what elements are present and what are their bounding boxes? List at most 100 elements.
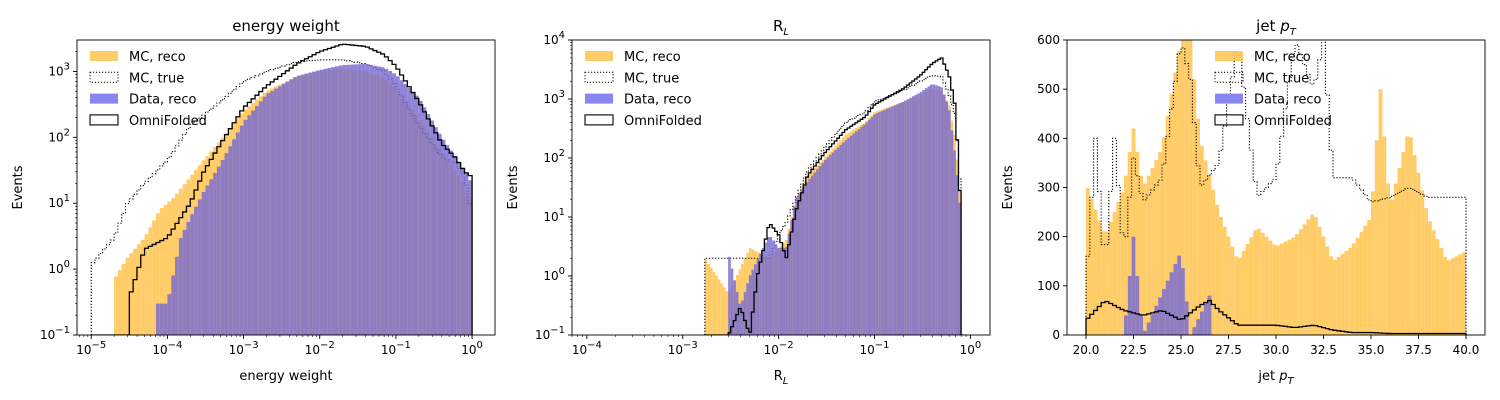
histogram-bar: [125, 257, 130, 335]
histogram-bar: [1348, 247, 1352, 335]
histogram-bar: [281, 84, 286, 335]
histogram-bar: [911, 96, 915, 335]
histogram-bar: [197, 199, 202, 335]
histogram-bar: [909, 97, 912, 335]
histogram-bar: [1127, 152, 1132, 335]
histogram-bar: [1146, 322, 1151, 335]
histogram-bar: [194, 206, 198, 335]
histogram-bar: [1135, 152, 1140, 335]
histogram-bar: [896, 104, 899, 335]
panel-2: 10−4 10−3 10−2 10−1 100 10−1 100 101 102 103 104 RL…: [506, 17, 991, 387]
histogram-bar: [1409, 137, 1413, 335]
histogram-bar: [1154, 305, 1159, 335]
histogram-bar: [854, 131, 858, 335]
histogram-bar: [1420, 190, 1425, 335]
histogram-bar: [216, 166, 221, 335]
histogram-bar: [901, 101, 905, 335]
histogram-bar: [342, 64, 347, 335]
histogram-bar: [1371, 191, 1375, 335]
histogram-bar: [1146, 175, 1151, 335]
chart-title: RL: [773, 17, 789, 38]
y-tick-label: 10−1: [40, 325, 70, 342]
histogram-bar: [917, 93, 920, 335]
legend-swatch: [89, 71, 119, 83]
histogram-bar: [468, 180, 473, 335]
x-tick-label: 10−4: [572, 340, 602, 357]
histogram-bar: [376, 66, 381, 335]
legend-item: OmniFolded: [89, 114, 207, 129]
y-tick-label: 103: [543, 89, 565, 106]
histogram-bar: [1447, 260, 1451, 335]
histogram-bar: [1317, 226, 1322, 335]
x-tick-label: 37.5: [1405, 343, 1432, 357]
series-mc-true: [90, 59, 473, 335]
legend-item: MC, reco: [1215, 50, 1311, 65]
plot-area: [90, 43, 473, 335]
x-tick-label: 35.0: [1358, 343, 1385, 357]
histogram-bar: [766, 237, 770, 335]
histogram-bar: [1363, 225, 1368, 335]
histogram-bar: [155, 213, 160, 335]
histogram-bar: [1097, 220, 1102, 335]
histogram-step: [1085, 299, 1467, 335]
histogram-bar: [865, 122, 868, 335]
histogram-bar: [1390, 199, 1394, 335]
histogram-bar: [1454, 256, 1459, 335]
histogram-bar: [730, 268, 734, 335]
histogram-bar: [114, 276, 118, 335]
histogram-bar: [1181, 268, 1185, 335]
histogram-bar: [148, 227, 153, 335]
x-tick-label: 30.0: [1263, 343, 1290, 357]
chart-title: jet pT: [1255, 17, 1297, 38]
histogram-bar: [159, 303, 164, 335]
histogram-bar: [167, 201, 172, 335]
histogram-bar: [704, 260, 708, 335]
legend-label: MC, reco: [624, 50, 681, 65]
histogram-bar: [1116, 202, 1121, 335]
series-mc-reco: [1086, 40, 1466, 335]
histogram-bar: [932, 84, 936, 335]
histogram-bar: [945, 101, 949, 335]
histogram-bar: [1184, 40, 1189, 335]
histogram-bar: [860, 126, 863, 335]
histogram-bar: [175, 256, 179, 335]
histogram-bar: [818, 166, 822, 335]
histogram-bar: [300, 74, 305, 335]
x-tick-label: 10−1: [860, 340, 890, 357]
x-tick-label: 10−5: [76, 340, 106, 357]
histogram-bar: [852, 133, 855, 335]
y-tick-label: 0: [1052, 328, 1060, 342]
histogram-bar: [327, 67, 332, 335]
x-tick-label: 22.5: [1120, 343, 1147, 357]
histogram-bar: [1253, 230, 1257, 335]
histogram-bar: [722, 287, 726, 335]
histogram-bar: [414, 95, 419, 335]
legend-label: OmniFolded: [624, 114, 702, 129]
histogram-bar: [844, 140, 848, 335]
histogram-bar: [274, 88, 278, 335]
histogram-bar: [1192, 79, 1197, 335]
y-tick-label: 104: [543, 30, 565, 47]
series-omnifolded: [1085, 299, 1467, 335]
histogram-bar: [733, 280, 736, 335]
legend-swatch: [1215, 51, 1243, 61]
y-axis-label: Events: [11, 165, 26, 209]
histogram-bar: [1249, 237, 1254, 335]
histogram-bar: [1462, 252, 1466, 335]
histogram-bar: [829, 154, 832, 335]
histogram-bar: [937, 86, 941, 335]
legend-swatch: [585, 51, 613, 61]
histogram-bar: [924, 88, 928, 335]
histogram-bar: [380, 67, 385, 335]
x-tick-label: 40.0: [1453, 343, 1480, 357]
histogram-bar: [1439, 247, 1444, 335]
histogram-bar: [942, 94, 946, 335]
plot-area: [704, 57, 964, 335]
histogram-bar: [163, 303, 168, 335]
histogram-bar: [836, 147, 840, 335]
histogram-bar: [1139, 315, 1143, 335]
histogram-bar: [810, 175, 814, 335]
histogram-bar: [1226, 236, 1231, 335]
series-data-reco: [728, 84, 962, 335]
histogram-bar: [331, 67, 335, 335]
